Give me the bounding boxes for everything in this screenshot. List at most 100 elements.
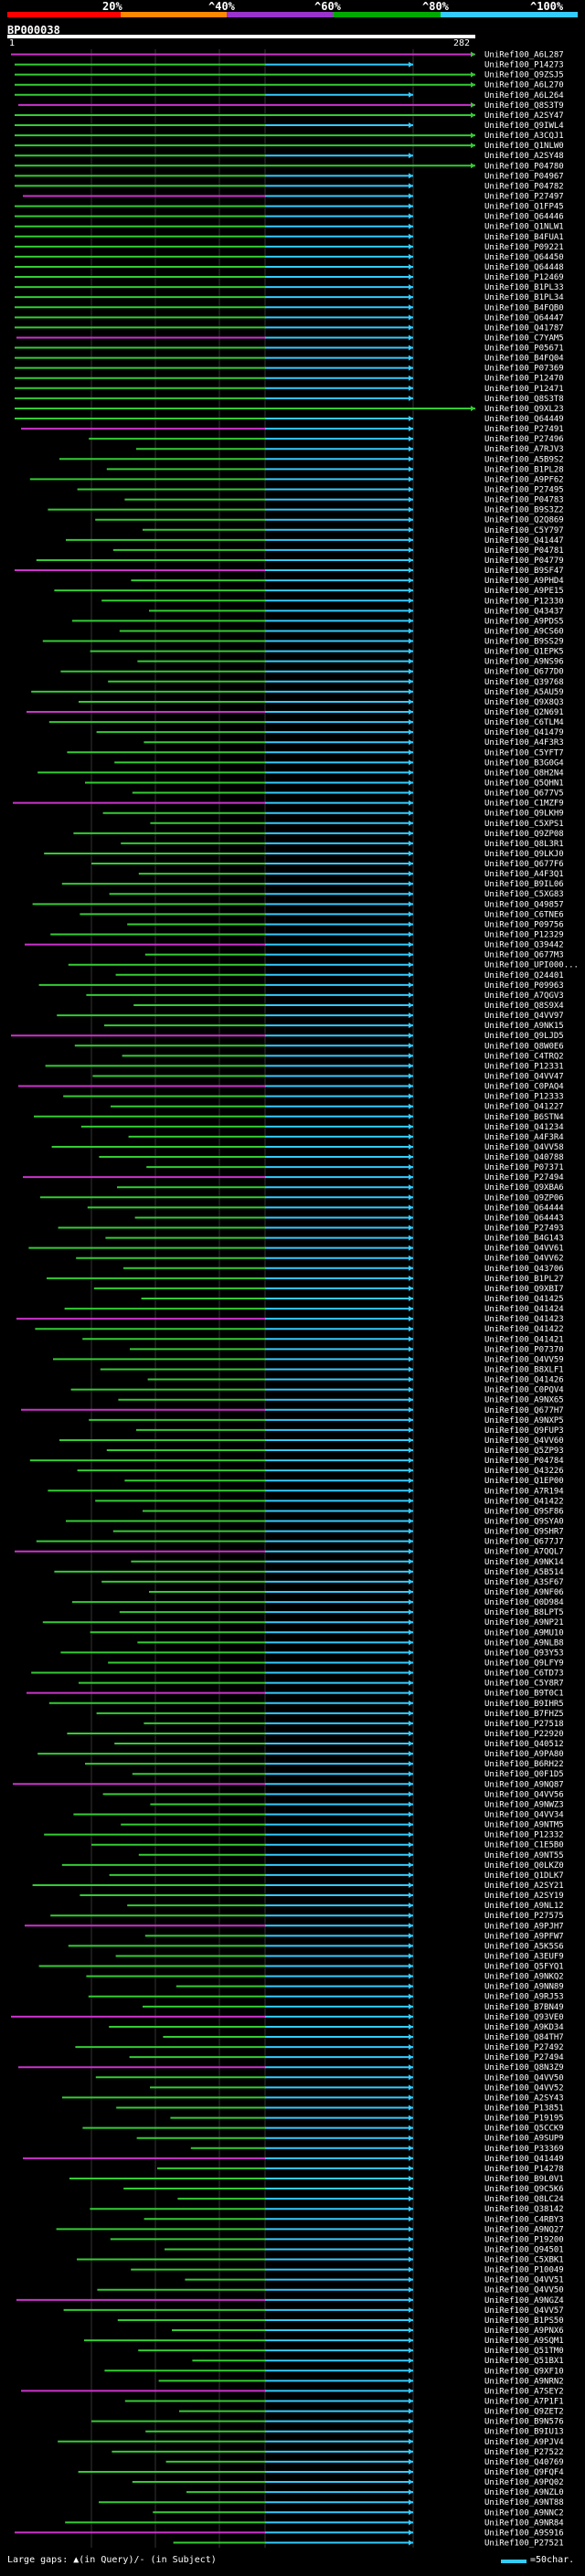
hit-row: UniRef100_Q1EPK5 bbox=[90, 648, 564, 657]
hit-label: UniRef100_P27497 bbox=[484, 192, 564, 201]
hit-label: UniRef100_C5XG83 bbox=[484, 890, 564, 899]
hit-label: UniRef100_Q0LKZ0 bbox=[484, 1861, 564, 1871]
hit-row: UniRef100_B1PL28 bbox=[106, 465, 564, 474]
hit-arrow-icon bbox=[409, 1771, 413, 1777]
hit-row: UniRef100_Q41423 bbox=[16, 1315, 564, 1324]
hit-row: UniRef100_Q0LKZ0 bbox=[61, 1861, 564, 1871]
hit-label: UniRef100_A9NGZ4 bbox=[484, 2296, 564, 2306]
hit-arrow-icon bbox=[409, 981, 413, 988]
hit-row: UniRef100_Q43437 bbox=[149, 607, 564, 616]
hit-label: UniRef100_Q64450 bbox=[484, 253, 564, 262]
hit-row: UniRef100_Q93VE0 bbox=[11, 2013, 564, 2022]
hit-row: UniRef100_Q4VV59 bbox=[53, 1355, 564, 1364]
hit-label: UniRef100_Q9SYA0 bbox=[484, 1518, 564, 1527]
scale-note: =50char. bbox=[530, 2555, 575, 2565]
hit-row: UniRef100_C4RBY3 bbox=[144, 2215, 564, 2224]
hit-row: UniRef100_A9NK14 bbox=[131, 1558, 564, 1567]
hit-row: UniRef100_Q41421 bbox=[82, 1335, 564, 1344]
hit-row: UniRef100_A9NRN2 bbox=[158, 2377, 564, 2386]
hit-label: UniRef100_P12329 bbox=[484, 931, 564, 940]
hit-arrow-icon bbox=[409, 1113, 413, 1119]
hit-label: UniRef100_P04781 bbox=[484, 546, 564, 556]
hit-label: UniRef100_C6TD73 bbox=[484, 1670, 564, 1679]
hit-arrow-icon bbox=[409, 698, 413, 705]
hit-row: UniRef100_P10049 bbox=[131, 2266, 564, 2275]
hit-arrow-icon bbox=[409, 223, 413, 229]
hit-label: UniRef100_Q40769 bbox=[484, 2458, 564, 2467]
hit-arrow-icon bbox=[409, 2186, 413, 2192]
hit-row: UniRef100_P04784 bbox=[29, 1457, 564, 1466]
hit-label: UniRef100_Q0F1D5 bbox=[484, 1770, 564, 1779]
hit-arrow-icon bbox=[409, 790, 413, 796]
hit-arrow-icon bbox=[409, 1609, 413, 1616]
hit-row: UniRef100_Q39442 bbox=[25, 941, 564, 950]
hit-row: UniRef100_A4F3R4 bbox=[128, 1133, 564, 1142]
hit-label: UniRef100_B8XLF1 bbox=[484, 1365, 564, 1374]
hit-arrow-icon bbox=[409, 1548, 413, 1554]
hit-label: UniRef100_A9NR84 bbox=[484, 2518, 564, 2528]
hit-label: UniRef100_Q9LFY9 bbox=[484, 1659, 564, 1668]
hit-row: UniRef100_B9SS29 bbox=[42, 638, 564, 647]
hit-label: UniRef100_Q9LKH9 bbox=[484, 810, 564, 819]
hit-label: UniRef100_P27495 bbox=[484, 485, 564, 494]
hit-row: UniRef100_A9NR84 bbox=[65, 2518, 564, 2528]
hit-label: UniRef100_A3CQJ1 bbox=[484, 132, 564, 141]
hit-row: UniRef100_A9PNX6 bbox=[172, 2327, 564, 2336]
scale-bar-purple bbox=[227, 12, 333, 17]
hit-arrow-icon bbox=[409, 1316, 413, 1322]
hit-label: UniRef100_Q8LC24 bbox=[484, 2195, 564, 2204]
hit-arrow-icon bbox=[409, 1588, 413, 1595]
hit-arrow-icon bbox=[409, 1518, 413, 1524]
hit-arrow-icon bbox=[409, 1356, 413, 1362]
hit-row: UniRef100_P19195 bbox=[170, 2115, 564, 2124]
hit-label: UniRef100_A9KD34 bbox=[484, 2023, 564, 2032]
hit-row: UniRef100_Q64444 bbox=[87, 1203, 564, 1213]
hit-row: UniRef100_A9PF62 bbox=[29, 475, 564, 484]
hit-label: UniRef100_A3EUF9 bbox=[484, 1952, 564, 1961]
scale-bar-red bbox=[7, 12, 121, 17]
hit-arrow-icon bbox=[409, 61, 413, 68]
hit-arrow-icon bbox=[409, 759, 413, 766]
hit-label: UniRef100_Q49857 bbox=[484, 900, 564, 909]
hit-label: UniRef100_Q43226 bbox=[484, 1467, 564, 1476]
hit-row: UniRef100_Q8W0E6 bbox=[74, 1042, 564, 1051]
hit-row: UniRef100_A6L287 bbox=[11, 51, 564, 60]
hit-arrow-icon bbox=[409, 1871, 413, 1878]
hit-row: UniRef100_Q40512 bbox=[114, 1740, 564, 1749]
hit-row: UniRef100_A3EUF9 bbox=[115, 1952, 564, 1961]
hit-label: UniRef100_P05671 bbox=[484, 345, 564, 354]
hit-row: UniRef100_Q9SHR7 bbox=[112, 1528, 564, 1537]
hit-row: UniRef100_B6RH22 bbox=[85, 1760, 564, 1769]
hit-row: UniRef100_Q41422 bbox=[35, 1325, 564, 1334]
hit-arrow-icon bbox=[409, 840, 413, 846]
hit-label: UniRef100_A9NRN2 bbox=[484, 2377, 564, 2386]
hit-arrow-icon bbox=[409, 1690, 413, 1696]
hit-label: UniRef100_Q41479 bbox=[484, 728, 564, 737]
hit-row: UniRef100_A9NZL0 bbox=[186, 2488, 564, 2497]
hit-row: UniRef100_Q9XF10 bbox=[104, 2367, 564, 2376]
hit-arrow-icon bbox=[409, 2408, 413, 2414]
hit-label: UniRef100_P22920 bbox=[484, 1730, 564, 1739]
hit-row: UniRef100_Q8S9X4 bbox=[133, 1002, 564, 1011]
hit-label: UniRef100_Q4VV52 bbox=[484, 2083, 564, 2093]
hit-row: UniRef100_A9PHD4 bbox=[131, 577, 564, 586]
hit-arrow-icon bbox=[409, 1700, 413, 1706]
hit-row: UniRef100_Q9IWL4 bbox=[15, 122, 564, 131]
hit-row: UniRef100_A9RJ53 bbox=[88, 1993, 564, 2002]
hit-label: UniRef100_A4F3R3 bbox=[484, 738, 564, 747]
hit-label: UniRef100_Q4VV51 bbox=[484, 2276, 564, 2285]
hit-label: UniRef100_Q93Y53 bbox=[484, 1648, 564, 1658]
hit-label: UniRef100_C5Y797 bbox=[484, 526, 564, 535]
hit-arrow-icon bbox=[409, 314, 413, 321]
hit-label: UniRef100_Q51TM0 bbox=[484, 2347, 564, 2356]
hit-arrow-icon bbox=[409, 1892, 413, 1899]
hit-row: UniRef100_Q5ZP93 bbox=[106, 1447, 564, 1456]
hit-label: UniRef100_P12333 bbox=[484, 1093, 564, 1102]
query-start-position: 1 bbox=[9, 38, 16, 48]
hit-arrow-icon bbox=[409, 1346, 413, 1352]
scale-label-100: ^100% bbox=[530, 0, 564, 13]
hit-label: UniRef100_Q4VV97 bbox=[484, 1012, 564, 1021]
hit-row: UniRef100_Q4VV51 bbox=[185, 2276, 564, 2285]
hit-label: UniRef100_B4G143 bbox=[484, 1235, 564, 1244]
hit-row: UniRef100_Q8S3T9 bbox=[18, 101, 564, 111]
